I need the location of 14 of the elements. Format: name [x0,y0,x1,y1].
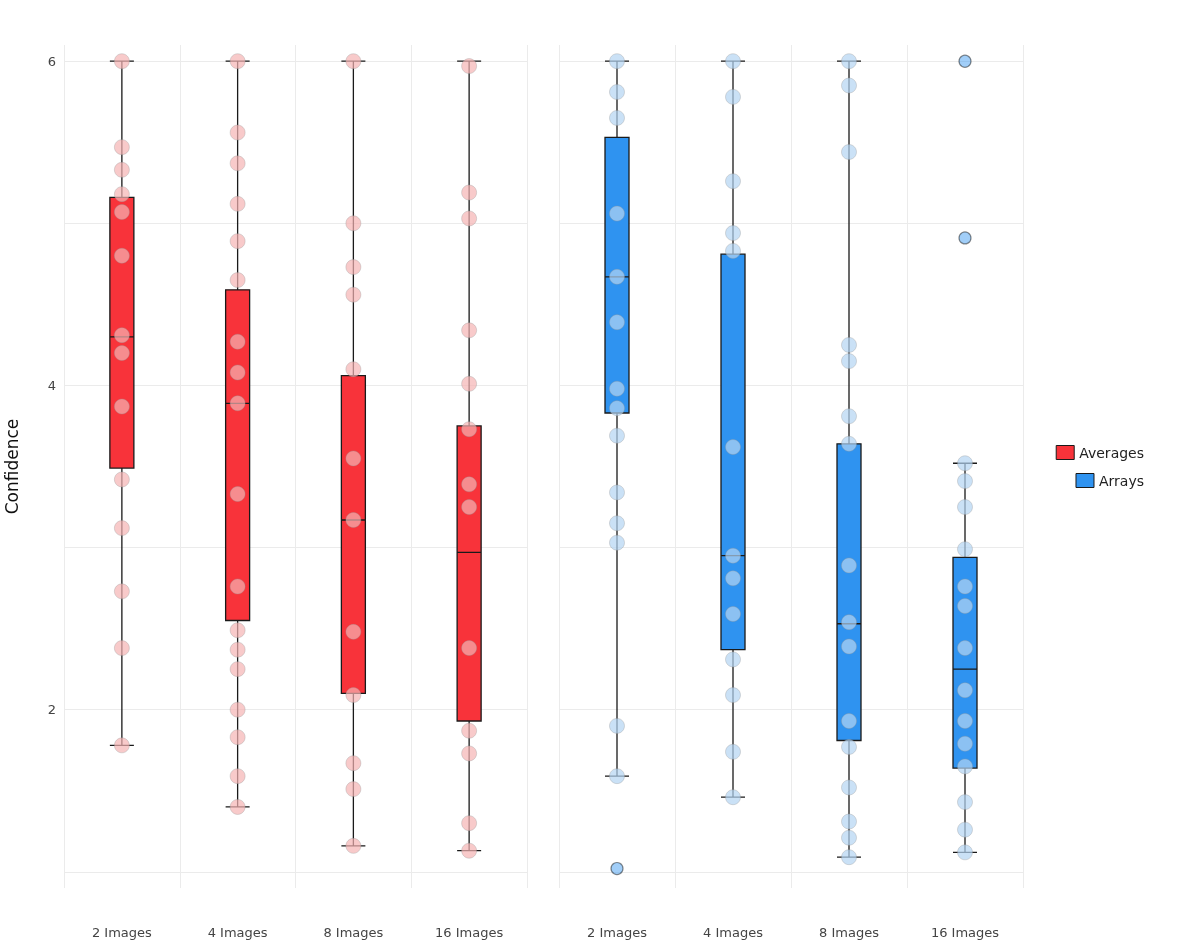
x-tick-label: 8 Images [819,925,880,940]
legend-label: Arrays [1099,472,1145,489]
y-tick-label: 4 [47,377,56,393]
y-tick-label: 6 [47,53,56,69]
x-tick-label: 16 Images [435,925,504,940]
legend-label: Averages [1079,444,1145,461]
x-tick-label: 2 Images [587,925,648,940]
x-tick-label: 4 Images [207,925,268,940]
x-tick-label: 2 Images [91,925,153,940]
y-tick-label: 2 [47,702,56,718]
x-tick-label: 16 Images [930,925,1000,940]
x-tick-label: 8 Images [323,925,384,940]
x-tick-label: 4 Images [703,925,764,940]
y-axis-title: Confidence [1,418,22,515]
